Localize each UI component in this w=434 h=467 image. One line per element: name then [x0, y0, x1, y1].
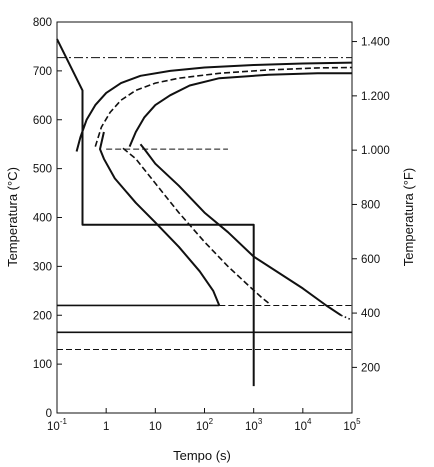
y-tick-label: 0 [46, 408, 52, 420]
x-tick-label: 10-1 [47, 417, 67, 433]
right-tick-label: 1.200 [361, 91, 390, 103]
right-axis-ticks: 200 400 600 800 1.000 1.200 1.400 [352, 37, 390, 374]
y-tick-label: 300 [33, 261, 52, 273]
x-axis-ticks: 10-1 1 10 102 103 104 105 [47, 408, 361, 433]
curve-2 [99, 131, 221, 306]
curve-1 [75, 61, 353, 152]
right-tick-label: 400 [361, 308, 380, 320]
y-axis-title: Temperatura (°C) [5, 167, 20, 267]
curve-8 [253, 255, 342, 317]
curve-4 [120, 145, 269, 304]
x-tick-label: 1 [103, 421, 109, 433]
right-axis-title: Temperatura (°F) [401, 168, 416, 266]
y-tick-label: 600 [33, 115, 52, 127]
x-tick-label: 104 [294, 417, 312, 433]
y-tick-label: 400 [33, 213, 52, 225]
right-tick-label: 1.400 [361, 37, 390, 49]
y-tick-label: 800 [33, 17, 52, 29]
curve-9 [340, 314, 353, 321]
plot-frame [56, 21, 353, 414]
curve-3 [94, 66, 353, 147]
curve-6 [139, 143, 255, 258]
y-axis-ticks: 0 100 200 300 400 500 600 700 800 [33, 17, 62, 420]
right-tick-label: 800 [361, 199, 380, 211]
right-tick-label: 1.000 [361, 145, 390, 157]
y-tick-label: 500 [33, 164, 52, 176]
y-tick-label: 100 [33, 359, 52, 371]
x-tick-label: 102 [196, 417, 214, 433]
x-tick-label: 105 [343, 417, 361, 433]
right-tick-label: 200 [361, 362, 380, 374]
y-tick-label: 200 [33, 310, 52, 322]
right-tick-label: 600 [361, 254, 380, 266]
curve-5 [128, 72, 352, 147]
y-tick-label: 700 [33, 66, 52, 78]
x-tick-label: 10 [149, 421, 162, 433]
x-tick-label: 103 [245, 417, 263, 433]
x-axis-title: Tempo (s) [173, 448, 231, 463]
curve-7 [56, 38, 255, 387]
plot-area [56, 21, 353, 414]
